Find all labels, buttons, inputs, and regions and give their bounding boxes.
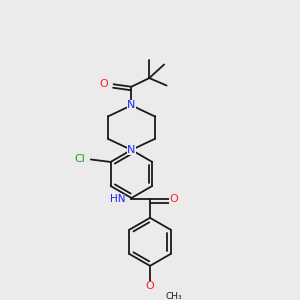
Text: N: N (127, 145, 136, 155)
Text: O: O (100, 79, 108, 89)
Text: Cl: Cl (75, 154, 86, 164)
Text: O: O (169, 194, 178, 204)
Text: N: N (127, 100, 136, 110)
Text: HN: HN (110, 194, 125, 204)
Text: CH₃: CH₃ (165, 292, 182, 300)
Text: O: O (146, 281, 154, 291)
